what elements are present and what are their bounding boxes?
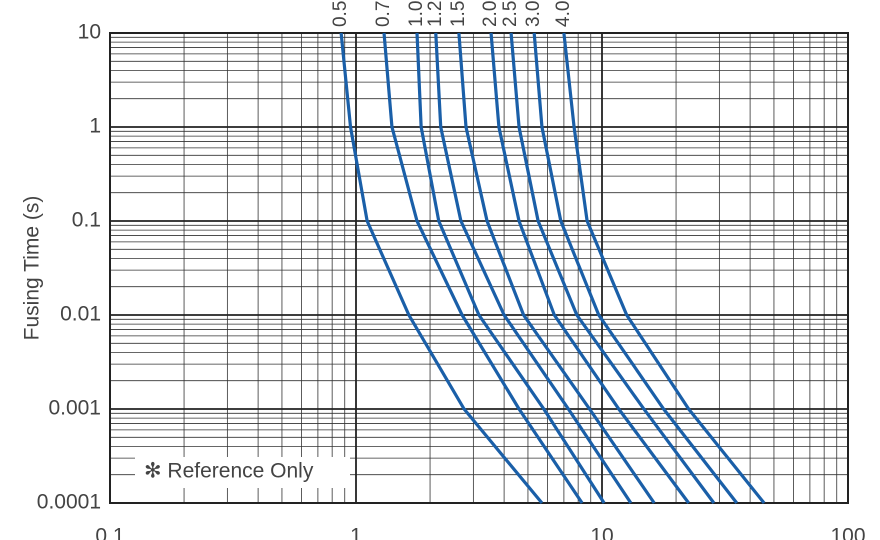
series-label: 0.75 [373,0,394,27]
x-tick-label: 10 [590,525,613,540]
fuse-curve [415,32,606,504]
y-tick-label: 0.1 [72,209,101,232]
series-label: 1.5 [448,1,469,27]
y-tick-label: 1 [89,115,101,138]
fuse-curve [532,32,739,504]
series-label: 2.5 [500,1,521,27]
series-label: 1.25 [425,0,446,27]
fuse-curve [339,32,544,505]
x-tick-label: 1 [350,525,362,540]
fuse-curve [382,32,584,504]
series-label: 3.0 [523,1,544,27]
series-label: 2.0 [480,1,501,27]
annotation: ✻ Reference Only [144,460,314,483]
y-tick-label: 10 [78,21,101,44]
y-axis-label: Fusing Time (s) [21,196,44,341]
fuse-curve [489,32,690,504]
x-tick-label: 100 [830,525,865,540]
annotation-box [135,457,350,488]
fuse-curve [509,32,716,504]
fuse-curve [457,32,656,504]
series-label: 0.5 [330,1,351,27]
series-label: 1.0 [406,1,427,27]
plot-border [109,32,849,504]
series-label: 4.0 [553,1,574,27]
y-tick-label: 0.001 [48,397,101,420]
fuse-curve [434,32,633,504]
y-tick-label: 0.01 [60,303,101,326]
x-tick-label: 0.1 [95,525,124,540]
y-tick-label: 0.0001 [37,491,101,514]
fuse-curve [562,32,766,505]
plot-background [110,33,848,503]
